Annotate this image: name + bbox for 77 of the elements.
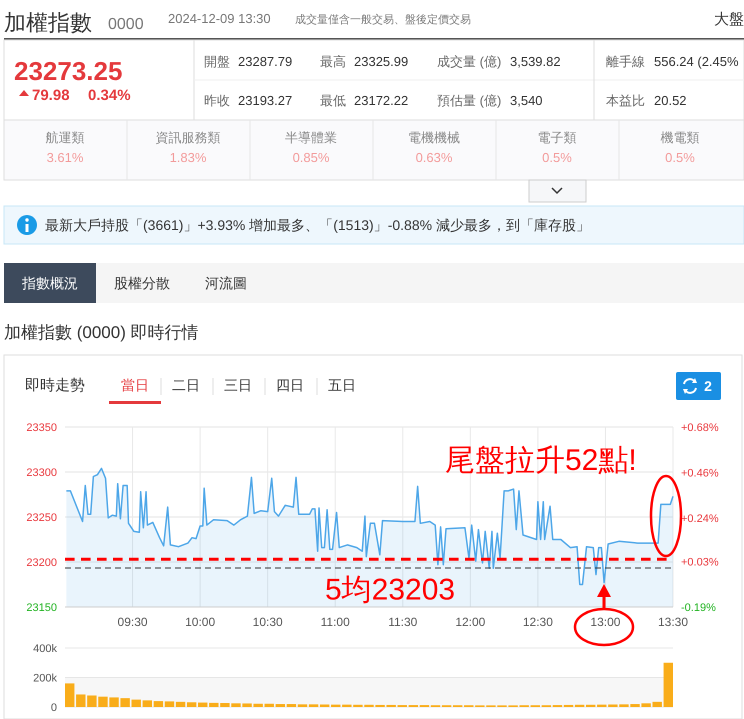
text: 556.24 (2.45%: [654, 54, 740, 69]
text: 加權指數: [4, 10, 92, 35]
text: 成交量僅含一般交易、盤後定價交易: [295, 13, 471, 26]
y-tick-label: 400k: [33, 643, 58, 655]
text: 昨收: [204, 93, 230, 108]
bar: [630, 704, 640, 707]
text: 2: [704, 378, 712, 394]
text: 0.5%: [542, 150, 572, 165]
y2-tick-label: -0.19%: [681, 602, 716, 614]
bar: [164, 701, 174, 707]
text: 航運類: [46, 130, 84, 145]
text: 當日: [121, 377, 149, 393]
text: 離手線: [606, 54, 645, 69]
text: 0000: [108, 16, 144, 33]
text: 即時走勢: [25, 377, 85, 394]
text: 三日: [224, 377, 252, 393]
x-tick-label: 12:00: [455, 615, 486, 629]
annotation: 尾盤拉升52點!: [445, 444, 637, 477]
x-tick-label: 12:30: [522, 615, 554, 629]
y2-tick-label: +0.24%: [681, 513, 719, 526]
x-tick-label: 10:00: [185, 615, 216, 629]
text: 2024-12-09 13:30: [168, 11, 271, 26]
text: 23325.99: [354, 54, 408, 69]
text: 最高: [320, 54, 346, 69]
y-tick-label: 23250: [26, 512, 57, 524]
x-tick-label: 13:30: [658, 615, 688, 629]
text: 電子類: [538, 130, 576, 145]
text: 電機機械: [408, 130, 460, 145]
text: 23193.27: [238, 93, 292, 108]
y2-tick-label: +0.68%: [681, 422, 719, 434]
x-tick-label: 09:30: [118, 615, 148, 629]
text: 23287.79: [238, 54, 292, 69]
y-tick-label: 23350: [26, 422, 57, 434]
text: 最新大戶持股「(3661)」+3.93% 增加最多、「(1513)」-0.88% 減少最多，到「庫存股」: [45, 217, 590, 233]
text: 五日: [328, 377, 356, 393]
text: 預估量 (億): [437, 93, 502, 108]
text: 0.5%: [665, 150, 696, 165]
text: 0.34%: [88, 87, 131, 104]
x-tick-label: 11:00: [320, 615, 350, 629]
x-tick-label: 13:00: [590, 615, 621, 629]
y-tick-label: 23300: [26, 467, 57, 479]
text: 0.85%: [292, 150, 330, 165]
text: 23273.25: [14, 56, 122, 86]
text: 79.98: [32, 87, 70, 104]
text: 3,540: [510, 93, 543, 108]
text: 成交量 (億): [437, 54, 502, 69]
text: 開盤: [204, 54, 230, 69]
y-tick-label: 23150: [26, 602, 57, 614]
text: 3,539.82: [510, 54, 561, 69]
text: 20.52: [654, 93, 687, 108]
text: 指數概況: [21, 275, 78, 291]
ref-line-label: 5均23203: [325, 573, 456, 606]
y-tick-label: 0: [50, 702, 57, 714]
text: 資訊服務類: [156, 130, 220, 145]
y2-tick-label: +0.03%: [681, 556, 719, 568]
text: 大盤: [714, 11, 744, 28]
y-tick-label: 23200: [26, 557, 57, 569]
text: 四日: [276, 377, 304, 393]
text: 最低: [320, 93, 346, 108]
text: 23172.22: [354, 93, 408, 108]
x-tick-label: 11:30: [388, 615, 418, 629]
text: 1.83%: [170, 150, 207, 165]
text: 河流圖: [205, 275, 247, 291]
bar: [231, 703, 241, 707]
text: 3.61%: [46, 150, 84, 165]
x-tick-label: 10:30: [252, 615, 284, 629]
text: 股權分散: [114, 275, 170, 291]
text: 機電類: [660, 130, 700, 145]
bar: [98, 696, 108, 707]
text: 加權指數 (0000) 即時行情: [4, 323, 199, 342]
text: 二日: [172, 377, 200, 393]
bar: [298, 704, 308, 707]
text: 半導體業: [285, 130, 337, 145]
y2-tick-label: +0.46%: [681, 468, 719, 480]
text: 本益比: [606, 93, 645, 108]
text: 0.63%: [416, 150, 453, 165]
y-tick-label: 200k: [33, 672, 58, 684]
